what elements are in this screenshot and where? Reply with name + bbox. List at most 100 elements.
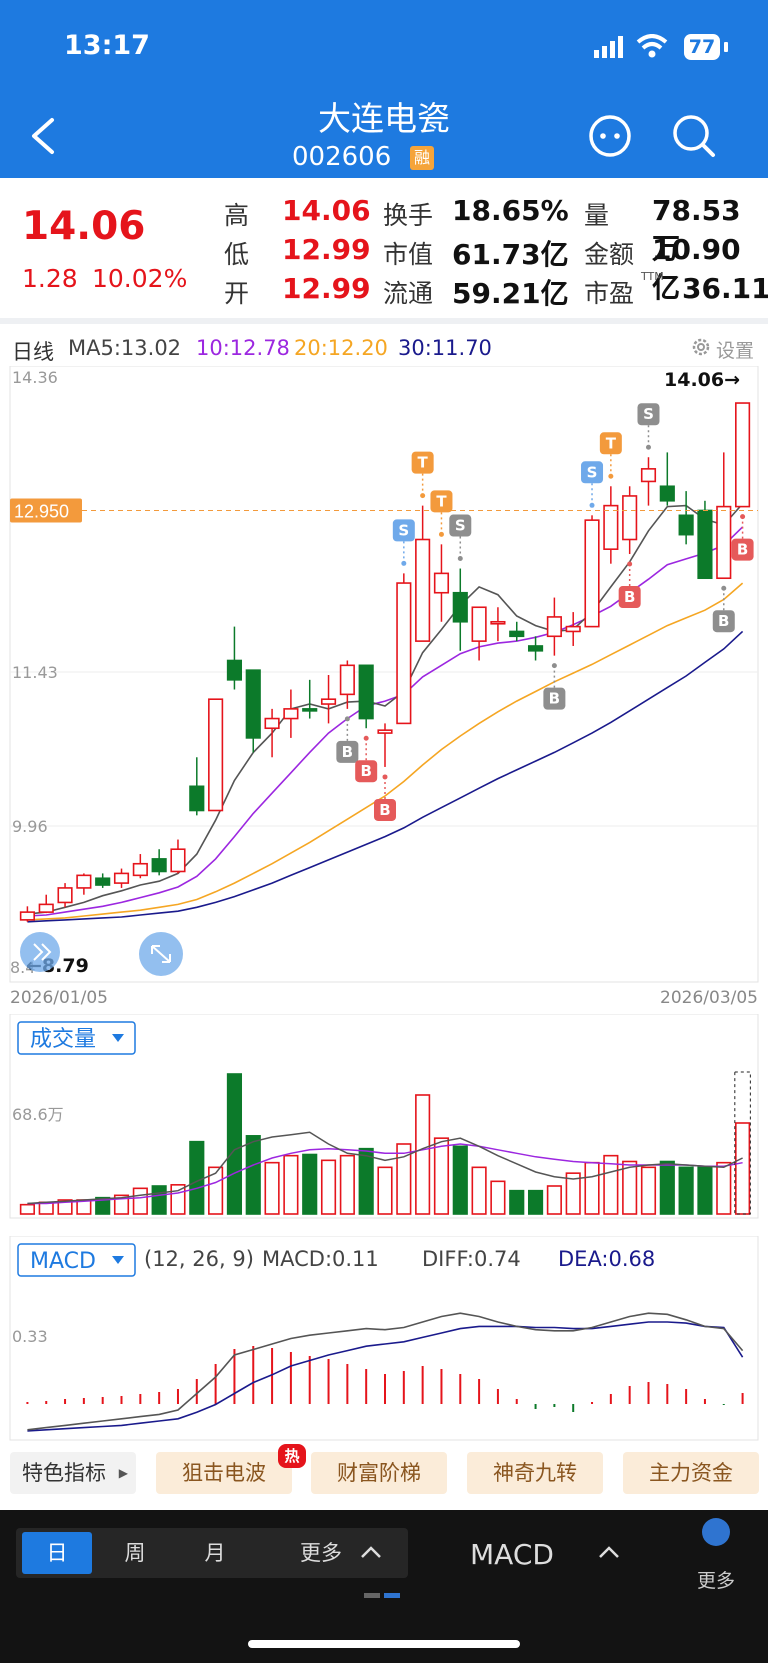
candle (264, 708, 280, 758)
candle-body (697, 509, 713, 580)
candle (208, 698, 224, 812)
candle-body (95, 877, 111, 886)
macd-y-tick: 0.33 (12, 1327, 48, 1346)
page-dot-active (384, 1593, 400, 1598)
candle (433, 544, 450, 622)
margin-badge: 融 (410, 146, 434, 170)
candle (565, 612, 581, 646)
signal-tag-S: S (637, 403, 660, 450)
open-label: 开 (224, 279, 250, 308)
kline-frame (9, 366, 759, 983)
expand-icon[interactable] (139, 932, 183, 976)
chat-icon[interactable] (588, 114, 632, 162)
signal-letter: S (455, 517, 466, 535)
volume-indicator-selector[interactable]: 成交量 (17, 1021, 136, 1055)
signal-letter: S (587, 463, 598, 481)
feature-indicators-button[interactable]: 特色指标 ▶ (10, 1452, 136, 1494)
candle (640, 457, 657, 506)
volume-bar (151, 1185, 167, 1215)
volume-bar (57, 1199, 73, 1215)
x-start-label: 2026/01/05 (10, 988, 108, 1006)
feature-magic-nine[interactable]: 神奇九转 (467, 1452, 603, 1494)
volume-bar (471, 1166, 487, 1215)
back-icon[interactable] (28, 116, 58, 160)
volume-label: 量 (584, 201, 610, 230)
home-indicator (248, 1640, 520, 1648)
candle-body (57, 887, 73, 904)
period-week[interactable]: 周 (124, 1541, 146, 1565)
period-more[interactable]: 更多 (300, 1541, 342, 1565)
wifi-icon (636, 34, 668, 62)
signal-tag-B: B (618, 561, 641, 609)
feature-label: 特色指标 (22, 1461, 106, 1485)
signal-badge (581, 461, 604, 484)
more-icon[interactable] (702, 1518, 730, 1546)
caret-right-icon: ▶ (118, 1466, 128, 1480)
signal-letter: B (379, 801, 390, 819)
feature-wealth-ladder[interactable]: 财富阶梯 (311, 1452, 447, 1494)
candle (189, 757, 205, 816)
candle-body (38, 903, 54, 913)
ma30-line (27, 630, 744, 923)
macd-indicator-selector[interactable]: MACD (17, 1243, 136, 1277)
volume-bar (452, 1145, 468, 1215)
candle (622, 486, 638, 555)
period-day[interactable]: 日 (22, 1532, 92, 1574)
signal-letter: B (718, 612, 729, 630)
candle-body (245, 669, 261, 739)
candle-body (19, 911, 35, 921)
ma20-value: 20:12.20 (294, 336, 388, 360)
x-end-label: 2026/03/05 (660, 988, 758, 1006)
chevron-up-icon[interactable] (360, 1544, 382, 1564)
candle-body (170, 848, 186, 873)
pe-label: 市盈 (584, 279, 635, 308)
period-month[interactable]: 月 (204, 1541, 226, 1565)
collapse-icon[interactable] (20, 932, 60, 972)
caret-down-icon (112, 1034, 124, 1042)
signal-tag-T: T (411, 451, 434, 499)
candle (245, 669, 261, 753)
indicator-name[interactable]: MACD (470, 1538, 554, 1571)
gear-icon[interactable] (690, 336, 712, 363)
volume-bar (735, 1122, 751, 1215)
candle (320, 675, 337, 724)
search-icon[interactable] (670, 112, 718, 164)
volume-bar (339, 1154, 355, 1215)
macd-title: MACD (30, 1249, 96, 1274)
feature-main-funds[interactable]: 主力资金 (623, 1452, 759, 1494)
pe-ttm-sup: TTM (641, 270, 664, 283)
signal-dot (645, 444, 651, 450)
battery-icon: 77 (684, 34, 720, 60)
volume-bar (640, 1166, 657, 1215)
volume-chart[interactable]: 成交量 68.6万 (0, 1014, 768, 1220)
signal-dot (420, 493, 426, 499)
float-value: 59.21亿 (452, 277, 569, 310)
stock-name: 大连电瓷 (318, 99, 450, 138)
signal-dot (457, 556, 463, 562)
candle (226, 626, 243, 690)
volume-bar (95, 1196, 111, 1215)
volume-bar (584, 1161, 600, 1215)
chevron-up-icon[interactable] (598, 1544, 620, 1564)
macd-chart[interactable]: MACD (12, 26, 9) MACD:0.11 DIFF:0.74 DEA… (0, 1236, 768, 1442)
signal-tag-T: T (430, 490, 453, 537)
divider (0, 318, 768, 324)
volume-bar (603, 1154, 619, 1215)
candle-body (527, 645, 544, 652)
signal-badge (599, 432, 622, 455)
feature-sniper-wave[interactable]: 狙击电波 (156, 1452, 292, 1494)
pe-value: 36.11 (682, 272, 768, 305)
candle (697, 500, 713, 580)
ma5-value: MA5:13.02 (68, 336, 182, 360)
candle-body (735, 402, 751, 508)
candle-body (622, 495, 638, 541)
candle (546, 597, 562, 656)
max-price-label: 14.06→ (664, 369, 740, 391)
more-label[interactable]: 更多 (697, 1570, 736, 1592)
signal-badge (392, 519, 415, 542)
candle (76, 873, 92, 895)
candle (471, 606, 487, 661)
price-change: 1.28 (22, 264, 78, 293)
settings-button[interactable]: 设置 (716, 340, 755, 362)
